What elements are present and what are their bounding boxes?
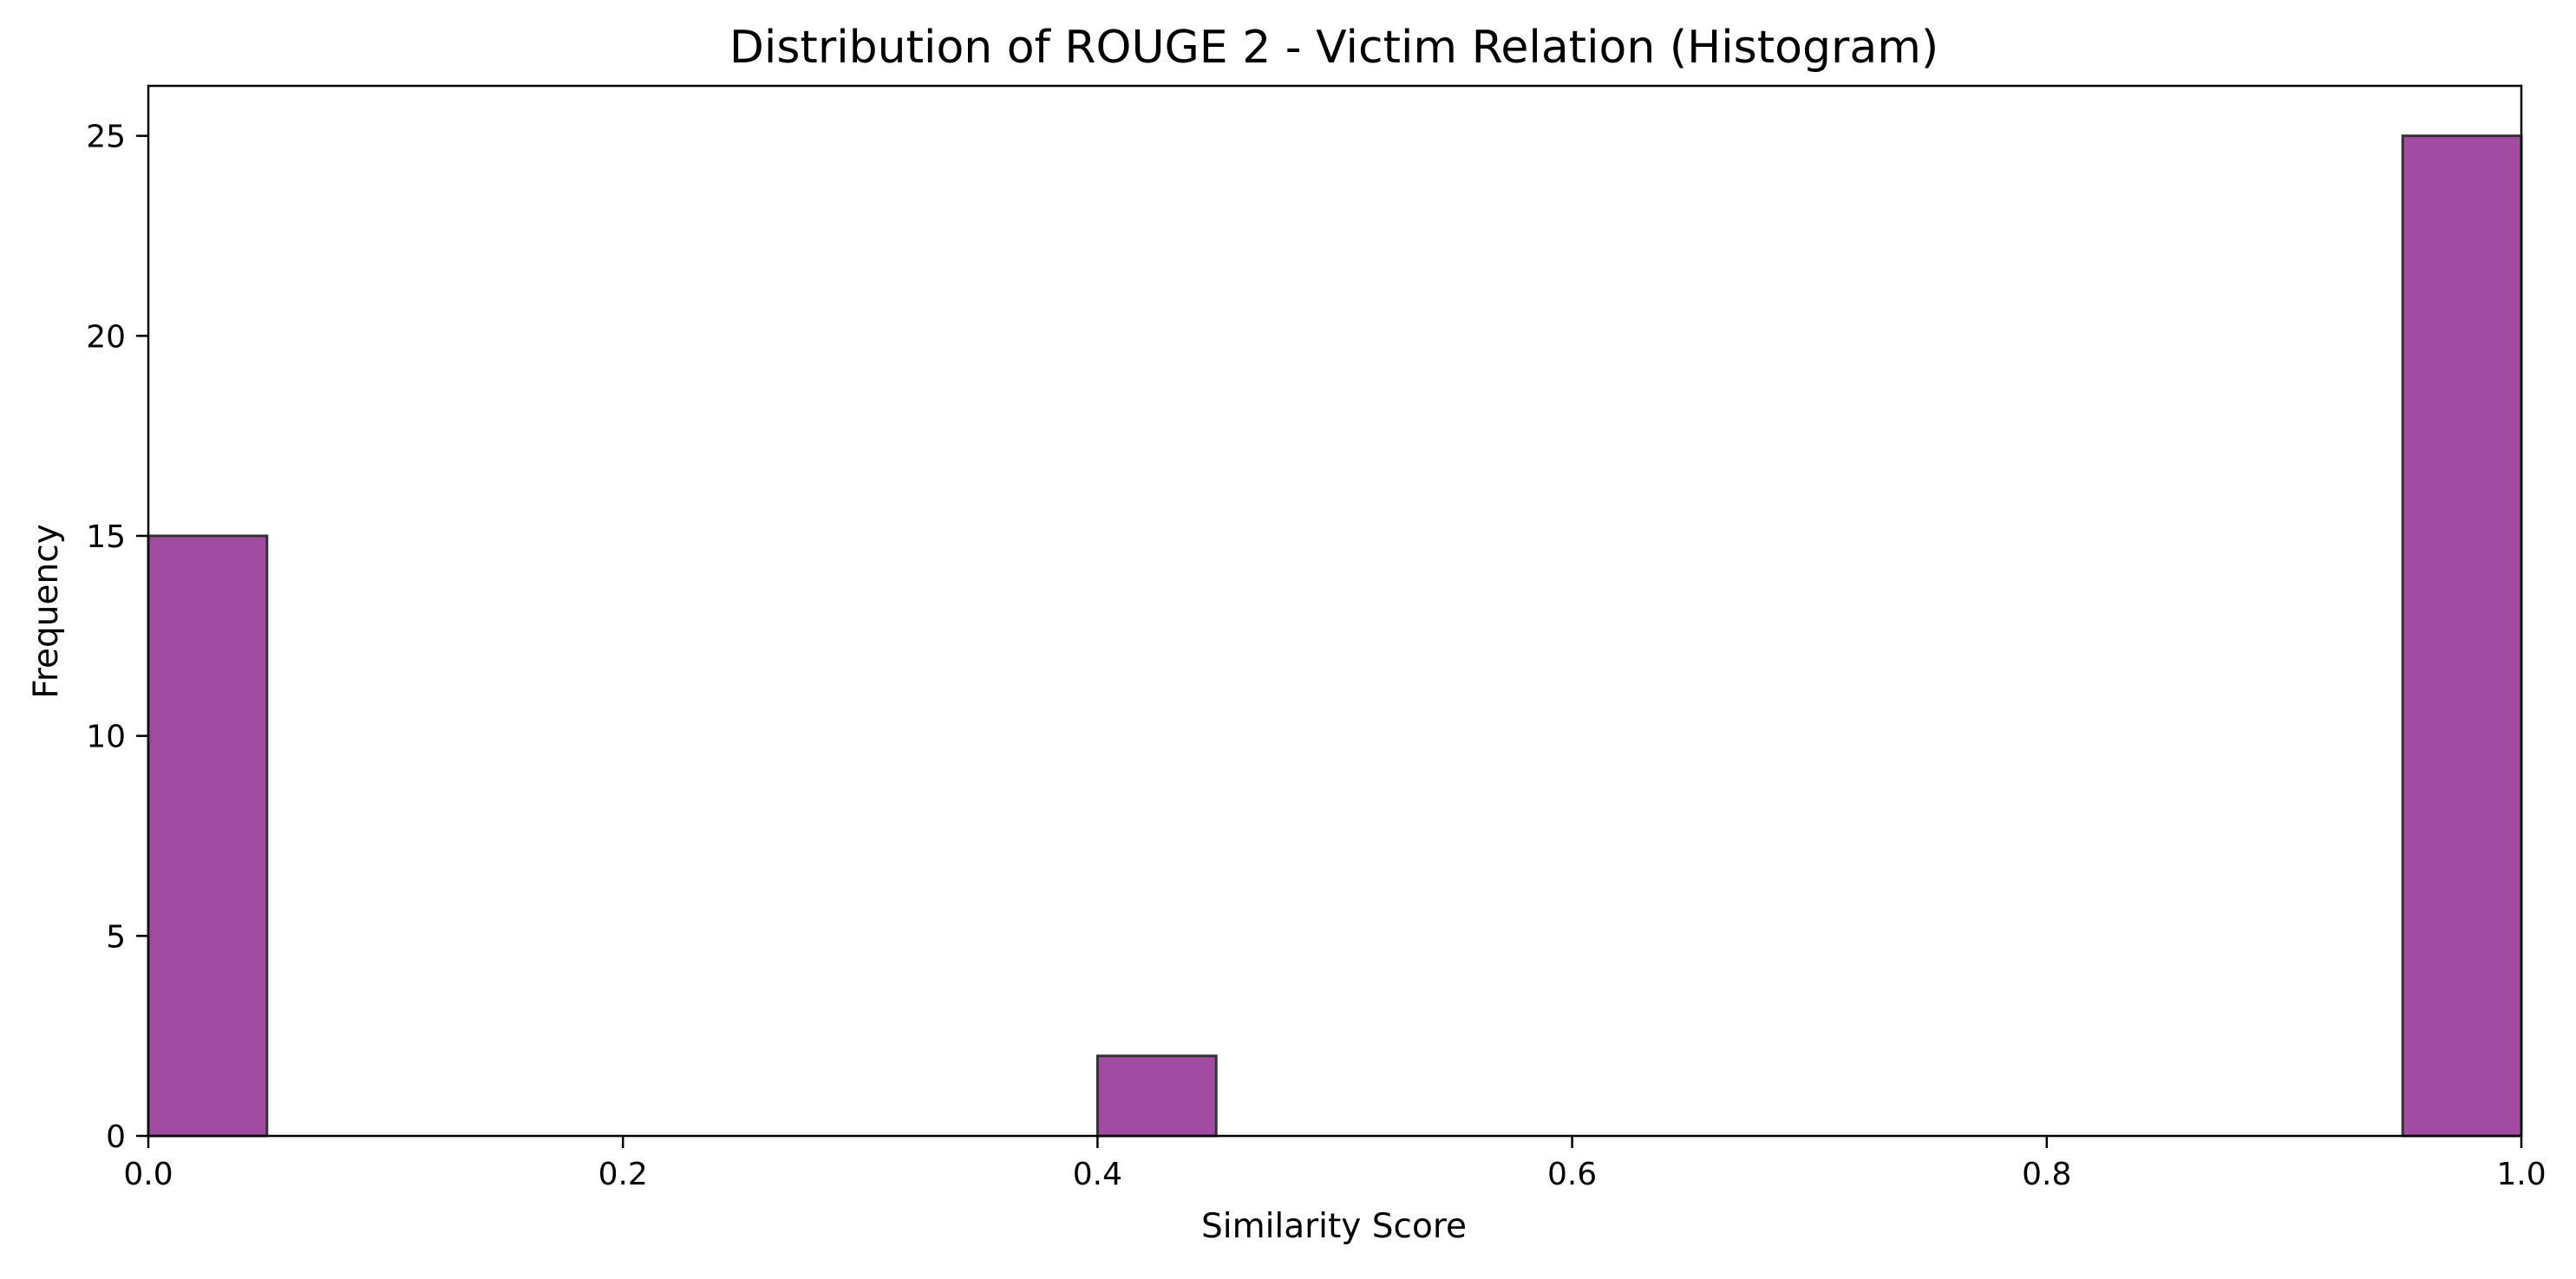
y-tick-label-0: 0 (106, 1119, 126, 1155)
y-tick-label-2: 10 (86, 720, 126, 755)
chart-title: Distribution of ROUGE 2 - Victim Relatio… (729, 22, 1939, 74)
x-tick-label-4: 0.8 (2022, 1157, 2071, 1192)
y-tick-label-3: 15 (86, 519, 126, 555)
x-tick-label-0: 0.0 (123, 1157, 173, 1192)
bars-group (147, 134, 2523, 1138)
x-tick-label-5: 1.0 (2496, 1157, 2546, 1192)
x-tick-label-1: 0.2 (598, 1157, 648, 1192)
x-tick-label-3: 0.6 (1547, 1157, 1597, 1192)
x-axis-label: Similarity Score (1201, 1207, 1467, 1246)
histogram-bar-2 (2401, 134, 2523, 1138)
y-axis-label: Frequency (27, 524, 66, 698)
y-tick-label-5: 25 (86, 120, 126, 155)
y-axis-ticks: 0 5 10 15 20 25 (86, 120, 148, 1155)
y-tick-label-4: 20 (86, 319, 126, 355)
histogram-bar-1 (1095, 1054, 1218, 1138)
x-axis-ticks: 0.0 0.2 0.4 0.6 0.8 1.0 (123, 1136, 2547, 1192)
y-tick-label-1: 5 (106, 919, 126, 955)
histogram-bar-0 (147, 534, 269, 1138)
plot-frame (147, 84, 2523, 1138)
x-tick-label-2: 0.4 (1073, 1157, 1122, 1192)
